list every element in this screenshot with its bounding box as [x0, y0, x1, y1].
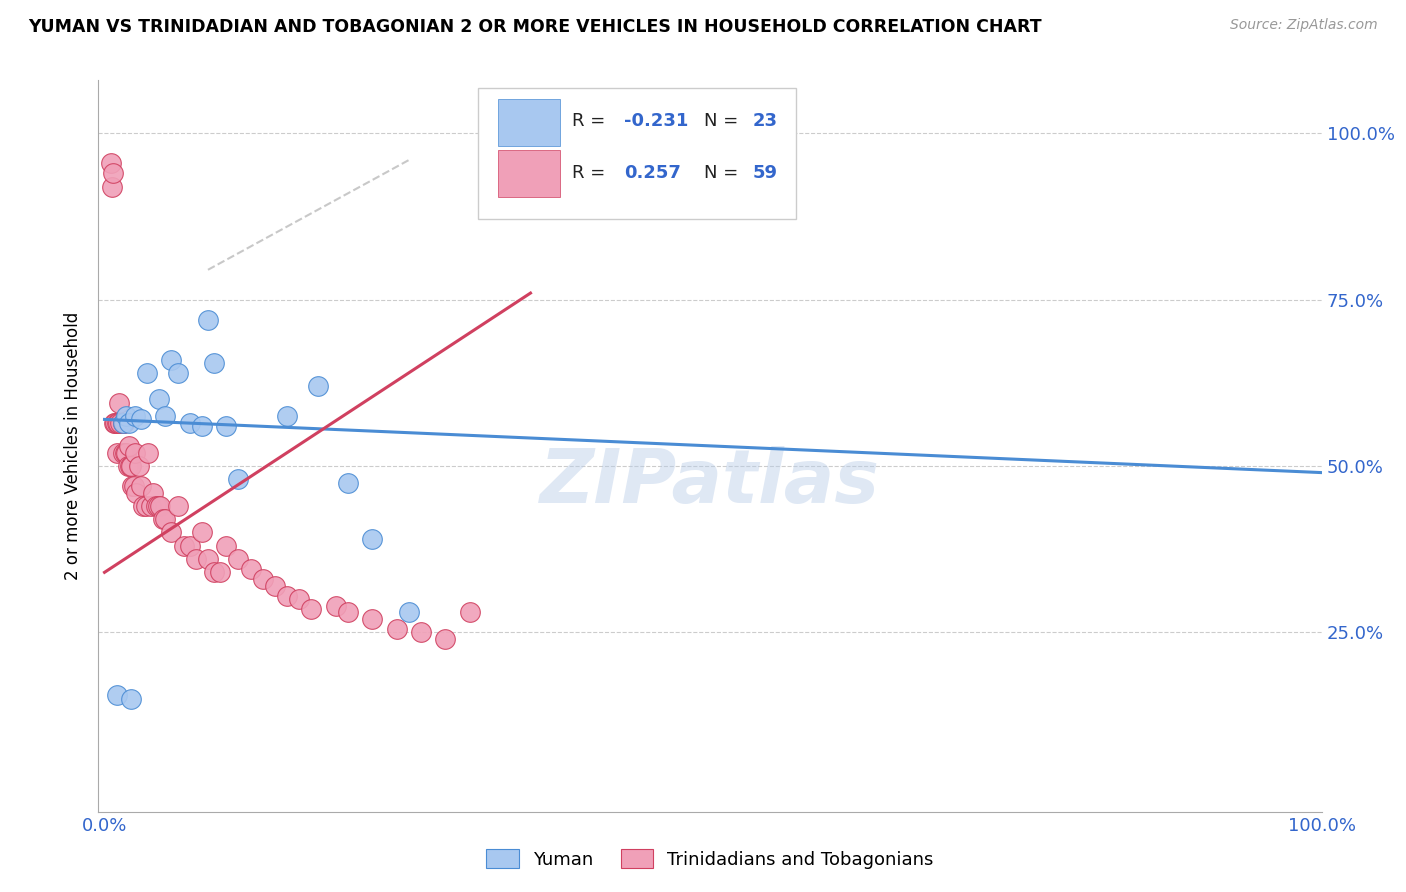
Point	[398, 605, 420, 619]
Point	[215, 419, 238, 434]
Point	[117, 458, 139, 473]
FancyBboxPatch shape	[498, 150, 560, 197]
Point	[149, 499, 172, 513]
Point	[385, 622, 408, 636]
Point	[108, 396, 131, 410]
Point	[288, 591, 311, 606]
Text: R =: R =	[572, 164, 610, 182]
Text: -0.231: -0.231	[624, 112, 689, 130]
Point	[191, 525, 214, 540]
Point	[184, 552, 207, 566]
Point	[148, 392, 170, 407]
Point	[115, 409, 138, 423]
Point	[166, 366, 188, 380]
Point	[458, 605, 481, 619]
Point	[152, 512, 174, 526]
Point	[105, 689, 128, 703]
Text: ZIPatlas: ZIPatlas	[540, 446, 880, 519]
Point	[142, 485, 165, 500]
Text: 23: 23	[752, 112, 778, 130]
FancyBboxPatch shape	[478, 87, 796, 219]
Point	[160, 525, 183, 540]
Point	[139, 499, 162, 513]
Point	[124, 409, 146, 423]
Point	[114, 445, 136, 459]
Point	[336, 475, 359, 490]
Point	[101, 166, 124, 180]
Point	[115, 445, 138, 459]
Point	[336, 605, 359, 619]
Point	[276, 409, 298, 423]
Text: N =: N =	[704, 164, 744, 182]
Text: YUMAN VS TRINIDADIAN AND TOBAGONIAN 2 OR MORE VEHICLES IN HOUSEHOLD CORRELATION : YUMAN VS TRINIDADIAN AND TOBAGONIAN 2 OR…	[28, 18, 1042, 36]
FancyBboxPatch shape	[498, 99, 560, 146]
Point	[239, 562, 262, 576]
Point	[155, 512, 177, 526]
Point	[197, 552, 219, 566]
Point	[299, 602, 322, 616]
Point	[111, 416, 134, 430]
Text: Source: ZipAtlas.com: Source: ZipAtlas.com	[1230, 18, 1378, 32]
Point	[179, 539, 201, 553]
Point	[107, 416, 129, 430]
Point	[252, 572, 274, 586]
Point	[202, 566, 225, 580]
Point	[129, 479, 152, 493]
Point	[110, 416, 132, 430]
Point	[191, 419, 214, 434]
Point	[136, 366, 159, 380]
Point	[179, 416, 201, 430]
Point	[124, 445, 146, 459]
Point	[129, 412, 152, 426]
Legend: Yuman, Trinidadians and Tobagonians: Yuman, Trinidadians and Tobagonians	[479, 842, 941, 876]
Point	[173, 539, 195, 553]
Point	[125, 485, 148, 500]
Point	[121, 479, 143, 493]
Point	[103, 416, 125, 430]
Point	[101, 179, 124, 194]
Point	[325, 599, 347, 613]
Point	[361, 532, 384, 546]
Text: 0.257: 0.257	[624, 164, 682, 182]
Point	[105, 445, 128, 459]
Y-axis label: 2 or more Vehicles in Household: 2 or more Vehicles in Household	[65, 312, 83, 580]
Point	[120, 458, 142, 473]
Point	[104, 416, 127, 430]
Point	[209, 566, 232, 580]
Point	[132, 499, 155, 513]
Point	[105, 416, 128, 430]
Point	[111, 416, 134, 430]
Point	[215, 539, 238, 553]
Point	[276, 589, 298, 603]
Point	[160, 352, 183, 367]
Point	[409, 625, 432, 640]
Point	[112, 416, 135, 430]
Point	[197, 312, 219, 326]
Point	[136, 445, 159, 459]
Point	[145, 499, 167, 513]
Point	[118, 416, 141, 430]
Point	[146, 499, 169, 513]
Point	[264, 579, 287, 593]
Point	[111, 445, 134, 459]
Point	[122, 479, 145, 493]
Point	[228, 552, 250, 566]
Point	[118, 439, 141, 453]
Point	[100, 156, 122, 170]
Text: R =: R =	[572, 112, 610, 130]
Point	[120, 691, 142, 706]
Point	[135, 499, 157, 513]
Point	[434, 632, 457, 646]
Point	[202, 356, 225, 370]
Point	[228, 472, 250, 486]
Text: N =: N =	[704, 112, 744, 130]
Point	[166, 499, 188, 513]
Point	[307, 379, 329, 393]
Point	[361, 612, 384, 626]
Point	[120, 458, 142, 473]
Text: 59: 59	[752, 164, 778, 182]
Point	[128, 458, 150, 473]
Point	[155, 409, 177, 423]
